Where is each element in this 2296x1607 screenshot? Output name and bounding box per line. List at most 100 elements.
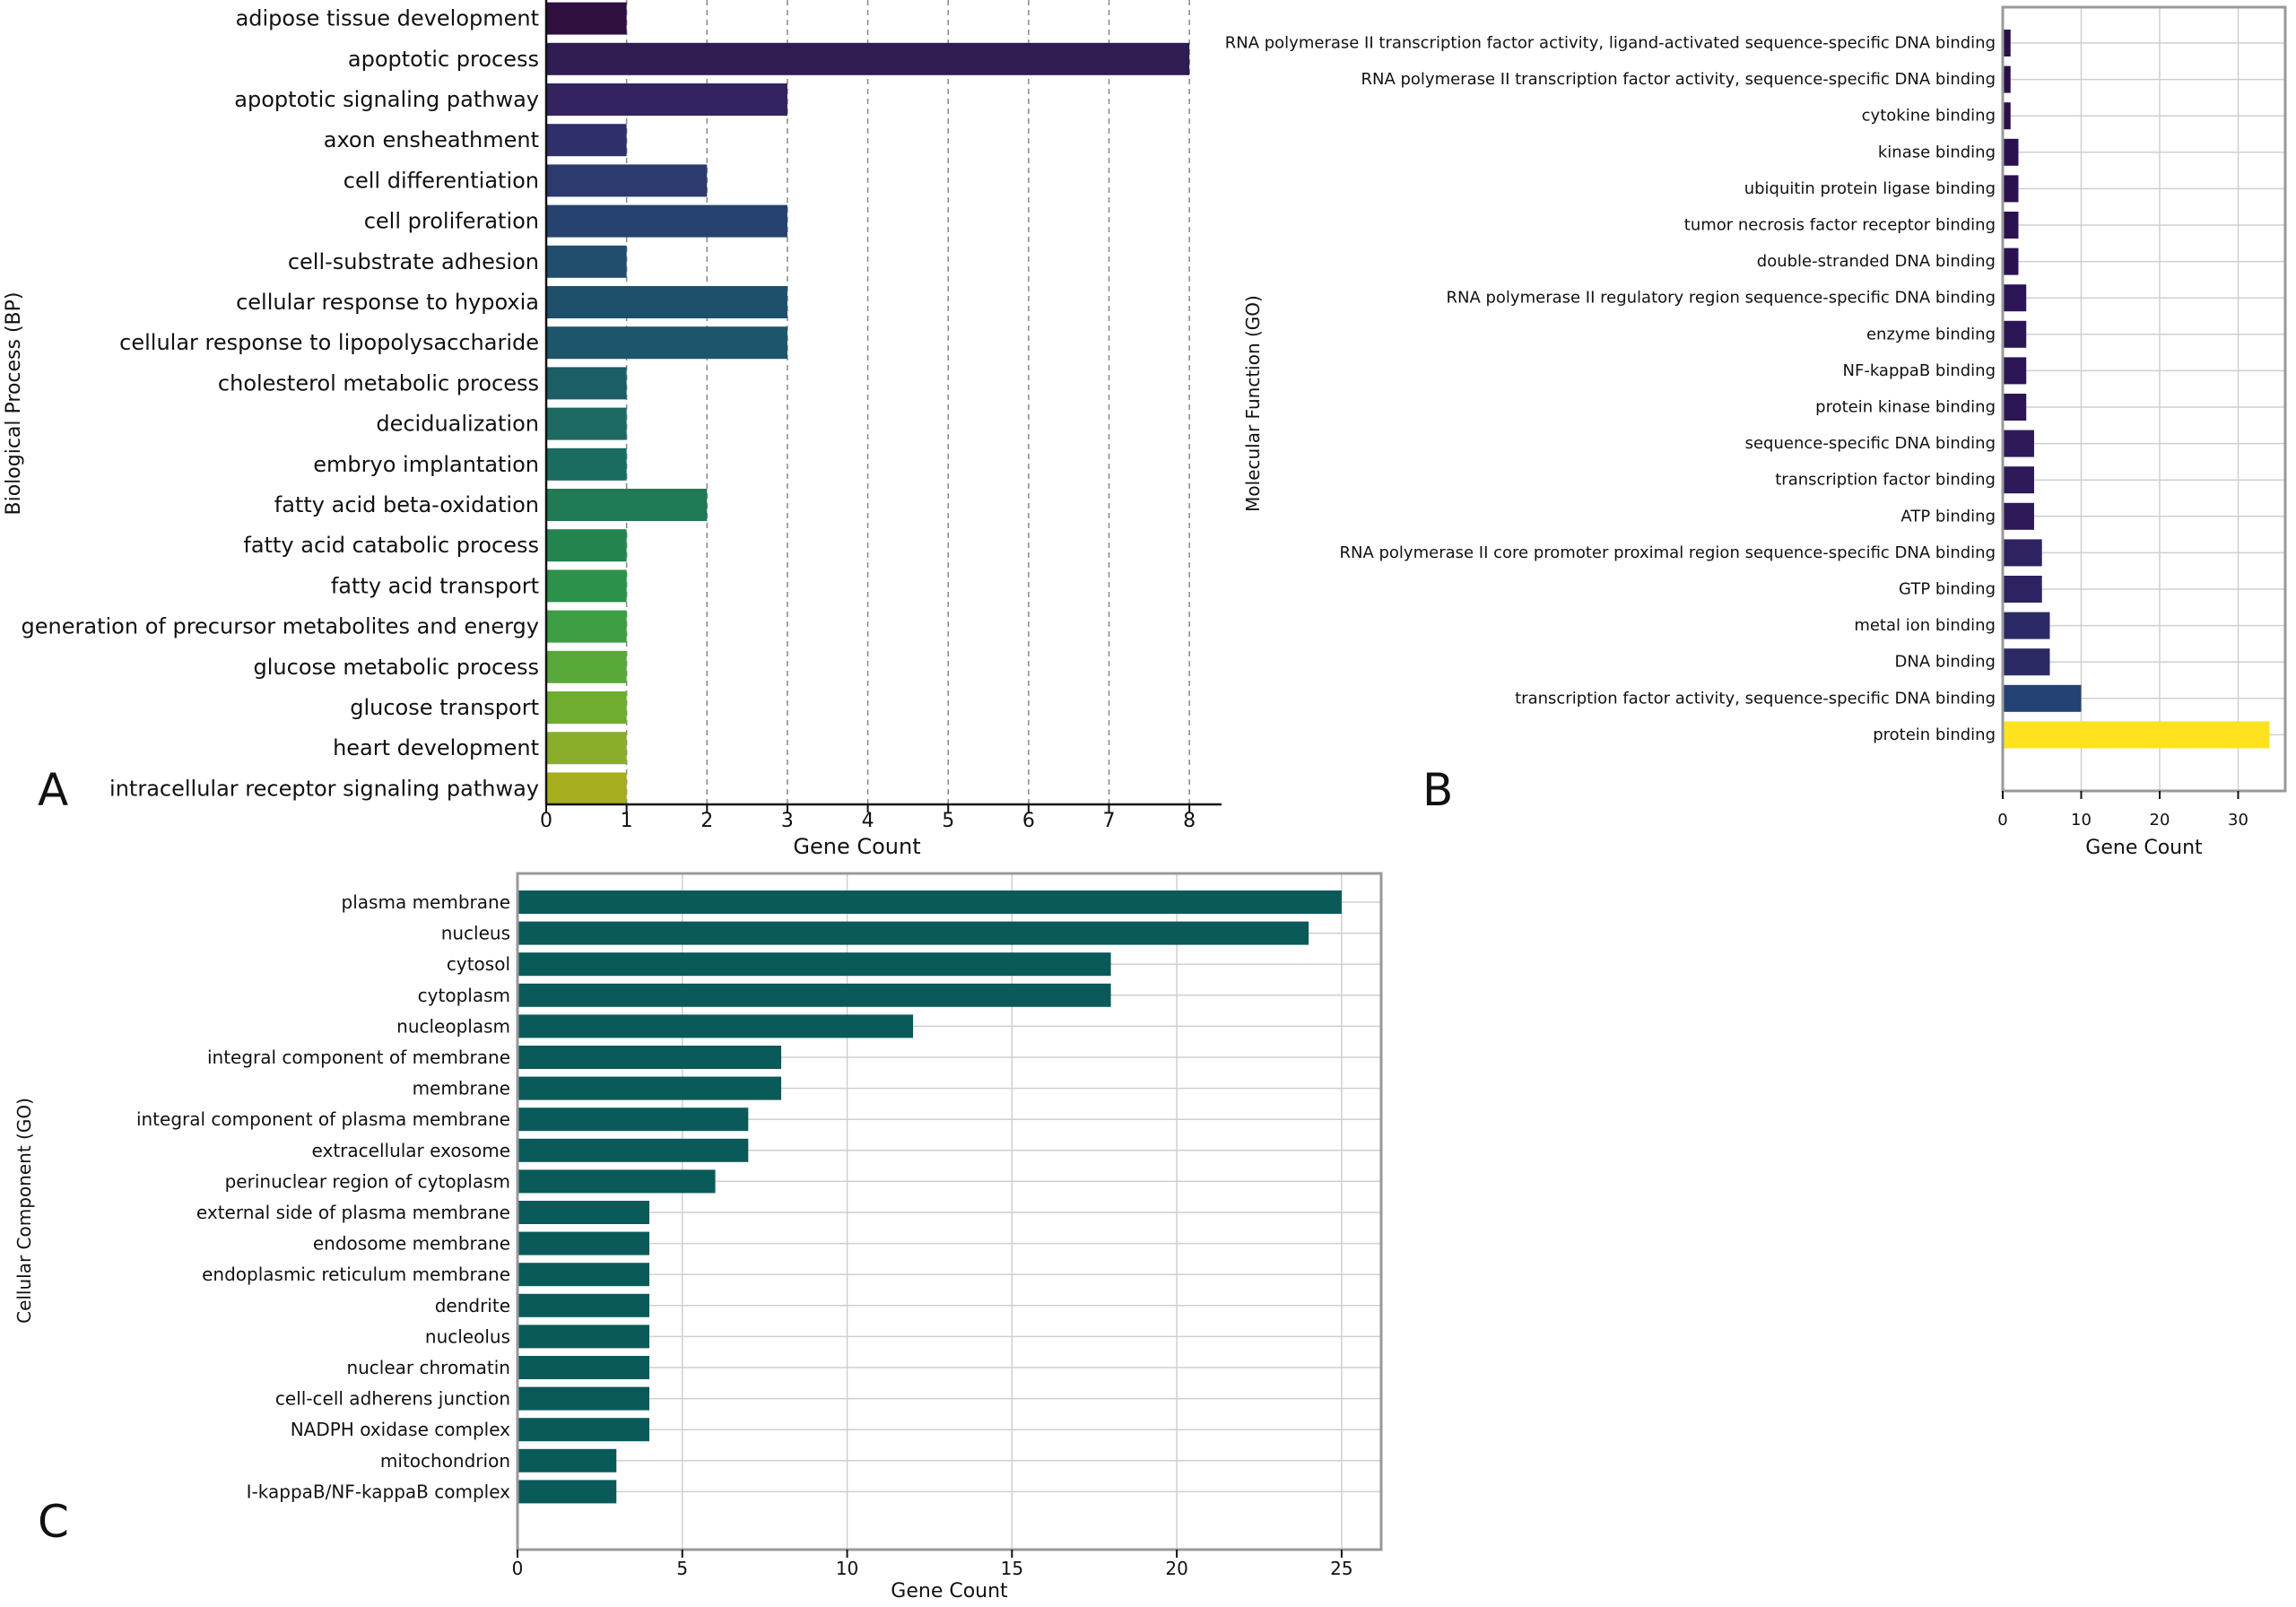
panel-a-category-label: adipose tissue development xyxy=(236,6,539,31)
panel-c-category-label: extracellular exosome xyxy=(312,1140,510,1161)
panel-a-bar xyxy=(546,447,627,481)
panel-c-bar xyxy=(517,1076,782,1100)
panel-b-x-tick-label: 20 xyxy=(2150,811,2170,830)
panel-c-bar xyxy=(517,1386,650,1411)
panel-b-category-label: transcription factor activity, sequence-… xyxy=(1515,689,1996,708)
panel-c-category-label: integral component of plasma membrane xyxy=(136,1108,510,1130)
panel-c-bar xyxy=(517,1418,650,1442)
panel-b-category-label: RNA polymerase II transcription factor a… xyxy=(1225,34,1996,53)
panel-letter-b: B xyxy=(1422,764,1453,816)
panel-c-bar xyxy=(517,1293,650,1317)
panel-c-x-tick-label: 0 xyxy=(512,1558,524,1579)
panel-b-category-label: ubiquitin protein ligase binding xyxy=(1744,179,1996,198)
panel-c-bar xyxy=(517,1325,650,1349)
panel-c-bar xyxy=(517,983,1111,1007)
panel-a-x-tick-label: 3 xyxy=(781,810,794,832)
panel-a-bar xyxy=(546,42,1190,75)
panel-b-category-label: ATP binding xyxy=(1900,507,1996,526)
panel-b-bar xyxy=(2003,721,2270,749)
panel-a-category-label: cell-substrate adhesion xyxy=(288,249,539,274)
panel-b-category-label: transcription factor binding xyxy=(1775,471,1996,490)
panel-a-category-label: embryo implantation xyxy=(313,452,539,477)
panel-b-bar xyxy=(2003,430,2034,457)
panel-a-category-label: cell differentiation xyxy=(344,168,539,193)
panel-a-bar xyxy=(546,367,627,400)
panel-b-bar xyxy=(2003,502,2034,530)
panel-b-category-label: enzyme binding xyxy=(1866,325,1996,343)
panel-b-category-label: DNA binding xyxy=(1895,653,1996,672)
panel-a-category-label: decidualization xyxy=(376,412,539,437)
panel-a-bar xyxy=(546,124,627,157)
panel-c-category-label: integral component of membrane xyxy=(207,1047,510,1068)
panel-b-category-label: protein kinase binding xyxy=(1815,398,1996,417)
panel-b-category-label: double-stranded DNA binding xyxy=(1757,252,1996,271)
panel-c-bar xyxy=(517,1231,650,1255)
panel-a-x-tick-label: 2 xyxy=(700,810,713,832)
panel-c-bar xyxy=(517,1263,650,1287)
panel-b-category-label: metal ion binding xyxy=(1854,616,1996,635)
panel-a-category-label: cell proliferation xyxy=(364,209,539,234)
panel-c-x-tick-label: 15 xyxy=(1001,1558,1023,1579)
panel-b-bar xyxy=(2003,102,2011,130)
panel-b-bar xyxy=(2003,612,2050,639)
panel-a-x-tick-label: 5 xyxy=(942,810,954,832)
panel-c-category-label: cytosol xyxy=(447,953,510,975)
panel-c-bar xyxy=(517,1169,716,1194)
panel-a-x-tick-label: 0 xyxy=(540,810,552,832)
panel-c-category-label: endosome membrane xyxy=(313,1233,510,1255)
panel-c-x-tick-label: 25 xyxy=(1330,1558,1352,1579)
panel-a-category-label: fatty acid transport xyxy=(331,573,539,598)
panel-c-bar xyxy=(517,1014,914,1038)
panel-a-category-label: fatty acid beta-oxidation xyxy=(274,492,539,517)
panel-a-bar xyxy=(546,569,627,603)
panel-b-bar xyxy=(2003,30,2011,56)
panel-b-bar xyxy=(2003,65,2011,93)
panel-a-x-tick-label: 1 xyxy=(621,810,633,832)
panel-a-x-axis-label: Gene Count xyxy=(793,834,920,859)
panel-c-bar xyxy=(517,921,1309,945)
panel-b-bar xyxy=(2003,175,2019,203)
panel-a-x-tick-label: 4 xyxy=(862,810,874,832)
panel-a-bar xyxy=(546,326,787,360)
panel-c-category-label: plasma membrane xyxy=(342,891,510,913)
panel-c-category-label: nucleus xyxy=(441,923,510,944)
panel-a-category-label: cellular response to hypoxia xyxy=(236,290,539,315)
panel-a-bar xyxy=(546,691,627,724)
panel-a-bar xyxy=(546,204,787,238)
panel-b-category-label: sequence-specific DNA binding xyxy=(1745,434,1996,453)
panel-c-x-axis-label: Gene Count xyxy=(891,1580,1008,1603)
panel-c-x-tick-label: 10 xyxy=(836,1558,858,1579)
panel-c-y-axis-label: Cellular Component (GO) xyxy=(13,1098,35,1324)
panel-a-category-label: apoptotic signaling pathway xyxy=(234,87,539,112)
panel-c-category-label: cytoplasm xyxy=(418,985,510,1006)
panel-b-x-tick-label: 30 xyxy=(2228,811,2248,830)
panel-a-category-label: intracellular receptor signaling pathway xyxy=(109,776,539,801)
panel-letter-c: C xyxy=(38,1496,69,1548)
panel-c-category-label: external side of plasma membrane xyxy=(196,1202,510,1223)
panel-c-x-tick-label: 20 xyxy=(1165,1558,1187,1579)
panel-c-bar xyxy=(517,1480,617,1504)
panel-c-category-label: membrane xyxy=(413,1078,510,1099)
panel-b-bar xyxy=(2003,284,2027,312)
panel-c-category-label: nucleoplasm xyxy=(396,1015,510,1037)
panel-c-bar xyxy=(517,1201,650,1224)
panel-c-bar xyxy=(517,890,1342,914)
panel-b-molecular-function-chart: RNA polymerase II transcription factor a… xyxy=(1225,5,2287,859)
panel-b-category-label: tumor necrosis factor receptor binding xyxy=(1684,216,1996,235)
panel-a-bar xyxy=(546,83,787,116)
panel-a-bar xyxy=(546,610,627,643)
panel-c-bar xyxy=(517,1046,782,1069)
panel-b-category-label: RNA polymerase II core promoter proximal… xyxy=(1339,543,1996,562)
panel-c-category-label: mitochondrion xyxy=(380,1450,510,1472)
panel-c-category-label: cell-cell adherens junction xyxy=(275,1388,510,1410)
panel-a-bar xyxy=(546,489,708,521)
panel-c-bar xyxy=(517,1356,650,1379)
panel-b-bar xyxy=(2003,320,2027,348)
panel-a-category-label: generation of precursor metabolites and … xyxy=(22,614,539,639)
panel-a-y-axis-label: Biological Process (BP) xyxy=(3,292,25,516)
panel-a-bar xyxy=(546,650,627,683)
panel-b-bar xyxy=(2003,466,2034,494)
panel-a-category-label: cholesterol metabolic process xyxy=(218,370,539,395)
panel-a-category-label: glucose metabolic process xyxy=(254,655,539,680)
